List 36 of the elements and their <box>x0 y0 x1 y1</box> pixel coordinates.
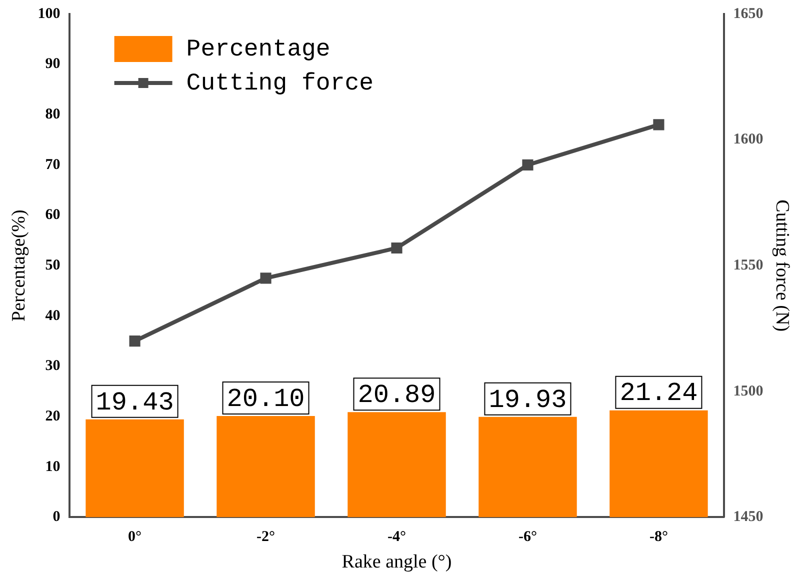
legend-label: Percentage <box>186 36 330 64</box>
point <box>653 119 664 130</box>
y-axis-title: Percentage(%) <box>8 210 30 322</box>
data-label: 21.24 <box>620 378 698 408</box>
y-tick-label: 20 <box>45 408 60 424</box>
point <box>522 159 534 170</box>
y2-tick-label: 1600 <box>733 132 764 148</box>
y2-axis-title: Cutting force (N) <box>772 200 793 332</box>
x-tick-label: -8° <box>649 529 668 546</box>
x-tick-label: -2° <box>256 529 276 546</box>
point <box>260 272 272 284</box>
x-axis-title: Rake angle (°) <box>342 552 452 573</box>
y-tick-label: 0 <box>52 509 60 526</box>
y-tick-label: 80 <box>45 106 60 123</box>
y2-tick-label: 1450 <box>733 509 764 526</box>
y2-tick-label: 1550 <box>733 257 764 274</box>
y-tick-label: 50 <box>45 257 60 274</box>
y-tick-label: 10 <box>45 458 60 475</box>
y-tick-label: 30 <box>45 358 60 374</box>
point <box>129 336 140 347</box>
data-label: 19.93 <box>488 384 567 415</box>
y-tick-label: 40 <box>45 308 60 324</box>
x-tick-label: -4° <box>388 529 406 546</box>
x-tick-label: -6° <box>518 529 537 546</box>
y-tick-label: 90 <box>45 56 60 72</box>
y2-tick-label: 1500 <box>733 383 764 400</box>
y-tick-label: 70 <box>45 156 60 173</box>
y-tick-label: 60 <box>45 207 60 224</box>
point <box>391 242 402 254</box>
data-label: 20.10 <box>226 384 305 414</box>
data-label: 20.89 <box>358 380 436 410</box>
legend-label: Cutting force <box>186 70 374 98</box>
data-label: 19.43 <box>96 387 174 418</box>
x-tick-label: 0° <box>128 529 142 546</box>
y-tick-label: 100 <box>38 6 60 22</box>
y2-tick-label: 1650 <box>733 6 764 22</box>
